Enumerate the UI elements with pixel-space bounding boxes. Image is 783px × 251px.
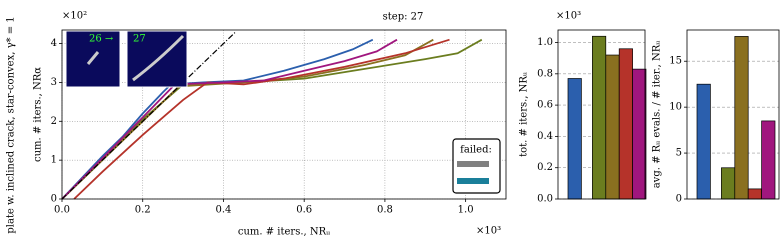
bar [632, 68, 647, 200]
series-line [61, 38, 483, 200]
y-tick-label: 5 [676, 148, 682, 159]
y-tick-label: 0.2 [537, 162, 553, 173]
y-tick-label: 10 [669, 102, 682, 113]
y-axis-label: avg. # Rᵤ evals. / # iter., NRᵤ [652, 41, 663, 189]
x-tick-label: 1.0 [458, 205, 474, 216]
y-tick-label: 0.4 [537, 131, 553, 142]
y-multiplier: ×10³ [556, 11, 581, 22]
bar [721, 167, 736, 200]
inset-label: 27 [133, 34, 146, 45]
inset-crack [86, 51, 100, 65]
y-multiplier: ×10² [62, 11, 87, 22]
bar [592, 35, 607, 200]
series-line [73, 38, 450, 200]
bar [696, 83, 711, 200]
row-label: plate w. inclined crack, star-convex, γ*… [6, 16, 17, 233]
x-tick-label: 0.2 [135, 205, 151, 216]
plot-frame [557, 29, 646, 200]
y-tick-label: 0 [676, 194, 682, 205]
inset-label: 26 → [89, 34, 114, 45]
chart-title: step: 27 [383, 12, 424, 23]
bar [567, 78, 582, 200]
y-tick-label: 0.6 [537, 100, 553, 111]
y-tick-label: 1.0 [537, 37, 553, 48]
y-axis-label: cum. # iters., NRα [33, 67, 44, 162]
bar [761, 120, 776, 200]
y-tick-label: 0 [51, 194, 57, 205]
plot-frame [61, 29, 507, 200]
x-axis-label: cum. # iters., NRᵤ [238, 227, 330, 238]
plot-frame [686, 29, 780, 200]
y-tick-label: 0.0 [537, 194, 553, 205]
bar [605, 54, 620, 200]
y-tick-label: 1 [51, 155, 57, 166]
bar [747, 188, 762, 200]
series-line [61, 38, 398, 200]
y-axis-label: tot. # iters., NRᵤ [519, 72, 530, 157]
y-tick-label: 4 [51, 38, 57, 49]
y-tick-label: 2 [51, 116, 57, 127]
x-tick-label: 0.6 [296, 205, 312, 216]
legend-swatch [457, 161, 489, 167]
x-tick-label: 0.4 [216, 205, 232, 216]
x-tick-label: 0.8 [377, 205, 393, 216]
series-line [61, 31, 237, 200]
legend-swatch [457, 178, 489, 184]
legend-title: failed: [460, 145, 492, 156]
bar [618, 48, 633, 200]
bar [734, 36, 749, 200]
inset-crack [132, 34, 185, 82]
x-multiplier: ×10³ [476, 226, 501, 237]
y-tick-label: 15 [669, 56, 682, 67]
y-tick-label: 0.8 [537, 68, 553, 79]
x-tick-label: 0.0 [54, 205, 70, 216]
y-tick-label: 3 [51, 77, 57, 88]
